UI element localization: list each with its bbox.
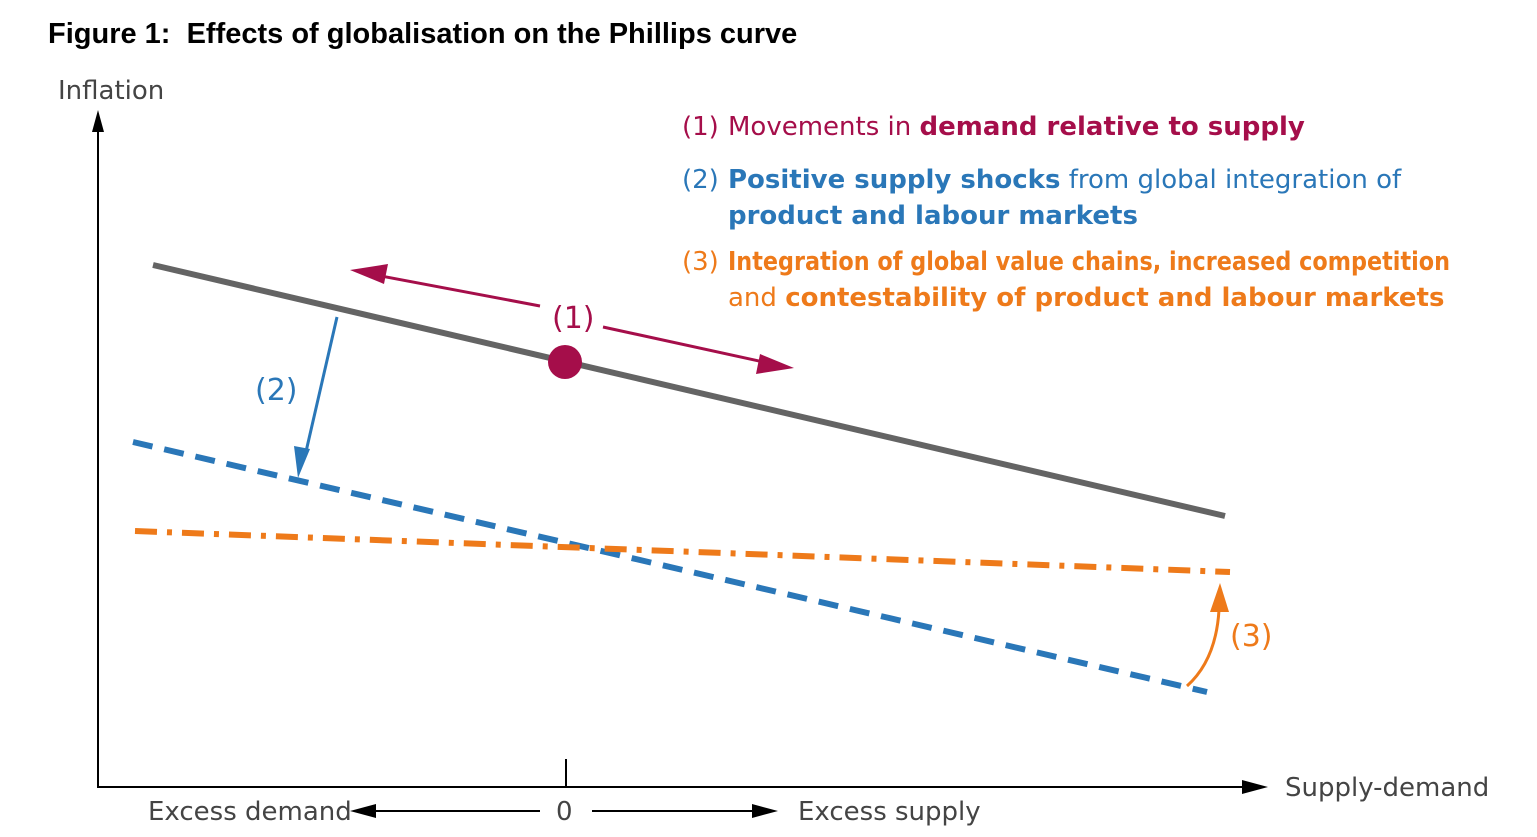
x-axis-arrow — [1242, 780, 1268, 794]
legend-1-text: Movements in — [728, 112, 920, 142]
shifted-phillips-curve — [132, 439, 1208, 695]
excess-supply-label: Excess supply — [798, 797, 981, 827]
zero-label: 0 — [556, 797, 573, 827]
legend-item-2-line-2: product and labour markets — [728, 201, 1138, 231]
legend-3-bold-1: Integration of global value chains, incr… — [728, 247, 1450, 277]
legend-3-text: and — [728, 283, 785, 313]
excess-demand-label: Excess demand — [148, 797, 352, 827]
excess-demand-arrowhead — [350, 804, 376, 818]
movement-arrowhead-left — [350, 264, 388, 284]
legend-3-bold-2: contestability of product and labour mar… — [785, 283, 1444, 313]
legend-item-2-line-1: (2) Positive supply shocks from global i… — [682, 165, 1402, 195]
legend-2-bold-1: Positive supply shocks — [728, 165, 1060, 195]
excess-supply-arrowhead — [752, 804, 778, 818]
supply-shift-arrowhead — [294, 446, 310, 478]
legend-item-3-line-2: and contestability of product and labour… — [728, 283, 1444, 313]
movement-arrow-left — [359, 270, 541, 308]
equilibrium-point — [548, 345, 582, 379]
legend-item-3-line-1: (3) Integration of global value chains, … — [682, 247, 1450, 277]
original-phillips-curve — [152, 262, 1226, 519]
legend-2-bold-2: product and labour markets — [728, 201, 1138, 231]
legend-item-1: (1) Movements in demand relative to supp… — [682, 112, 1305, 142]
legend-1-bold: demand relative to supply — [920, 112, 1305, 142]
flattened-phillips-curve — [134, 528, 1231, 575]
y-axis-label: Inflation — [58, 76, 164, 106]
legend-2-number: (2) — [682, 165, 719, 195]
legend: (1) Movements in demand relative to supp… — [682, 112, 1450, 313]
legend-2-text: from global integration of — [1060, 165, 1402, 195]
movement-arrowhead-right — [756, 354, 794, 374]
flattening-arrow — [1185, 609, 1221, 688]
y-axis-arrow — [92, 110, 104, 132]
marker-1-label: (1) — [552, 301, 595, 336]
marker-2-label: (2) — [255, 373, 298, 408]
figure-title: Figure 1: Effects of globalisation on th… — [48, 18, 798, 50]
supply-shift-arrow — [303, 316, 339, 457]
marker-3-label: (3) — [1230, 619, 1273, 654]
x-axis-label: Supply-demand — [1285, 773, 1489, 803]
legend-1-number: (1) — [682, 112, 719, 142]
legend-3-number: (3) — [682, 247, 719, 277]
flattening-arrowhead — [1210, 583, 1229, 612]
movement-arrow-right — [602, 325, 783, 368]
